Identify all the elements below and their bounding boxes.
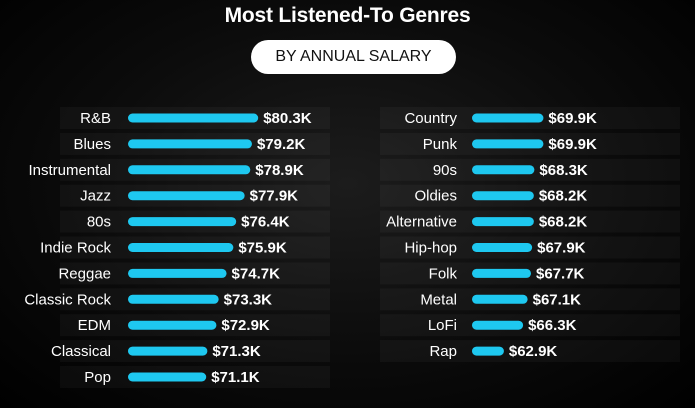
category-label: Indie Rock (40, 240, 111, 257)
bar (472, 191, 534, 201)
bar (472, 320, 524, 330)
value-label: $77.9K (250, 188, 299, 205)
bar (128, 346, 208, 356)
category-label: Reggae (58, 265, 111, 282)
value-label: $75.9K (238, 240, 287, 257)
category-label: Classical (51, 343, 111, 360)
value-label: $67.7K (536, 265, 585, 282)
value-label: $67.1K (533, 291, 582, 308)
value-label: $78.9K (255, 162, 304, 179)
value-label: $71.1K (211, 369, 260, 386)
bar (128, 139, 252, 149)
category-label: 80s (87, 214, 111, 231)
category-label: R&B (80, 110, 111, 127)
value-label: $66.3K (528, 317, 577, 334)
chart-subtitle: BY ANNUAL SALARY (251, 40, 456, 74)
category-label: Alternative (386, 214, 457, 231)
value-label: $73.3K (224, 291, 273, 308)
category-label: Blues (73, 136, 111, 153)
value-label: $74.7K (232, 265, 281, 282)
value-label: $68.2K (539, 188, 588, 205)
bar (472, 165, 535, 175)
category-label: Hip-hop (404, 240, 457, 257)
bar (472, 243, 533, 252)
bar (128, 217, 237, 227)
value-label: $68.3K (539, 162, 588, 179)
bar (128, 191, 245, 201)
value-label: $68.2K (539, 214, 588, 231)
category-label: EDM (78, 317, 111, 334)
bar (472, 217, 534, 227)
bar (472, 346, 504, 356)
value-label: $67.9K (537, 240, 586, 257)
value-label: $79.2K (257, 136, 306, 153)
bar (128, 294, 219, 304)
chart-title: Most Listened-To Genres (224, 4, 471, 27)
category-label: Oldies (414, 188, 457, 205)
category-label: Punk (423, 136, 458, 153)
category-label: 90s (433, 162, 457, 179)
category-label: Instrumental (28, 162, 111, 179)
bar (128, 320, 217, 330)
bar (128, 268, 227, 278)
bar (472, 113, 544, 123)
category-label: Jazz (80, 188, 111, 205)
category-label: Classic Rock (24, 291, 111, 308)
value-label: $71.3K (212, 343, 261, 360)
category-label: Pop (84, 369, 111, 386)
bar (472, 268, 532, 278)
category-label: Metal (420, 291, 457, 308)
bar (128, 165, 251, 175)
bar (472, 139, 544, 149)
category-label: Folk (429, 265, 458, 282)
value-label: $72.9K (221, 317, 270, 334)
bar (128, 113, 259, 123)
value-label: $62.9K (509, 343, 558, 360)
value-label: $69.9K (548, 136, 597, 153)
value-label: $80.3K (263, 110, 312, 127)
category-label: Rap (429, 343, 457, 360)
category-label: Country (404, 110, 457, 127)
value-label: $76.4K (241, 214, 290, 231)
category-label: LoFi (428, 317, 457, 334)
bar (128, 372, 207, 382)
bar (472, 294, 528, 304)
bar (128, 243, 234, 252)
value-label: $69.9K (548, 110, 597, 127)
